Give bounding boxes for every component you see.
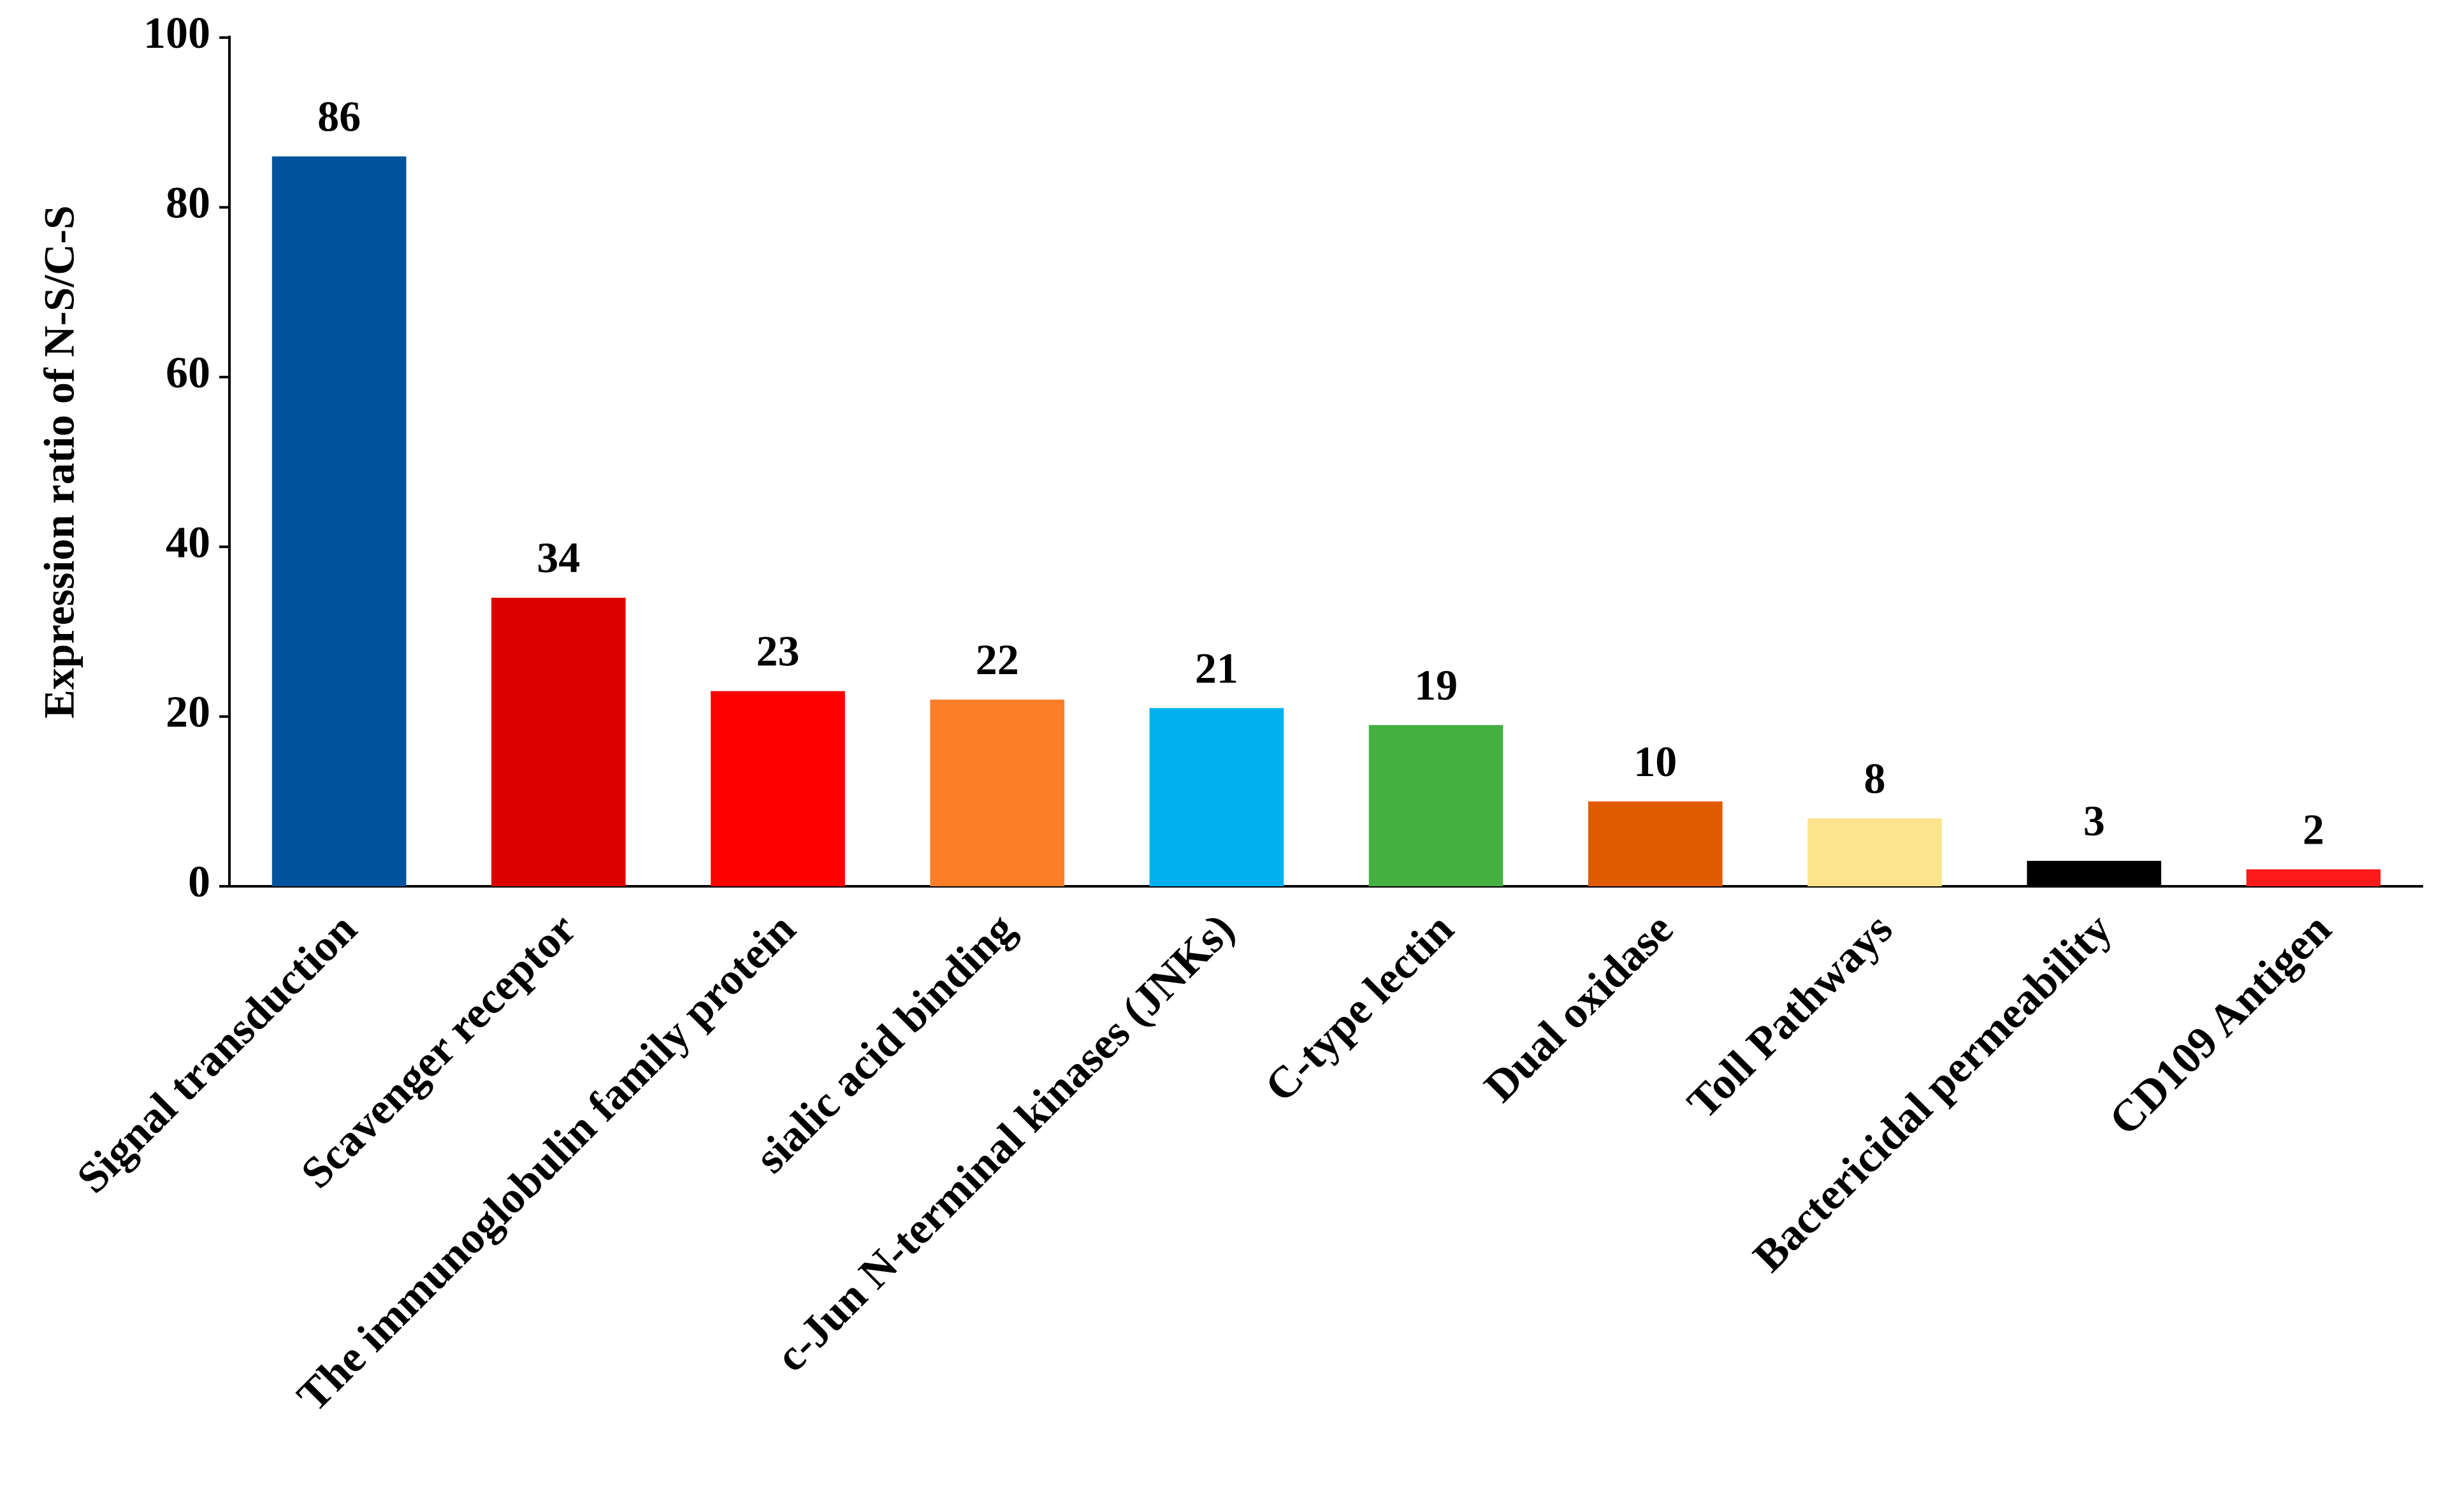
y-axis-label: Expression ratio of N-S/C-S (35, 205, 83, 718)
data-label: 8 (1864, 754, 1886, 802)
y-tick-label: 60 (166, 349, 210, 398)
data-label: 19 (1414, 661, 1458, 709)
bar (2246, 869, 2381, 886)
data-label: 86 (317, 92, 361, 140)
x-tick-label: Dual oxidase (1475, 904, 1683, 1111)
bar (2027, 861, 2162, 886)
data-label: 10 (1633, 737, 1677, 786)
data-label: 2 (2303, 805, 2324, 853)
y-tick-label: 40 (166, 518, 210, 567)
x-tick-label: Bactericidal permeability (1744, 904, 2121, 1281)
y-tick-label: 100 (143, 9, 210, 58)
bar (1807, 818, 1942, 886)
bar (930, 699, 1065, 886)
data-label: 3 (2083, 796, 2105, 845)
x-tick-label: C-type lectin (1256, 904, 1463, 1111)
bar (491, 598, 626, 886)
bar (272, 156, 407, 887)
bar (1588, 801, 1723, 886)
x-tick-label: Toll Pathways (1678, 904, 1902, 1128)
data-label: 22 (976, 635, 1019, 684)
bar (711, 691, 845, 886)
data-label: 23 (757, 627, 800, 675)
y-tick-label: 0 (188, 858, 210, 907)
y-tick-label: 20 (166, 688, 210, 737)
x-tick-label: CD109 Antigen (2100, 904, 2341, 1145)
x-tick-label: The immunoglobulin family protein (288, 904, 805, 1421)
data-label: 34 (537, 533, 580, 582)
x-tick-label: c-Jun N-terminal kinases (JNKs) (767, 904, 1244, 1381)
bar (1149, 708, 1284, 886)
bar (1368, 724, 1503, 886)
data-label: 21 (1195, 644, 1238, 692)
y-tick-label: 80 (166, 178, 210, 227)
